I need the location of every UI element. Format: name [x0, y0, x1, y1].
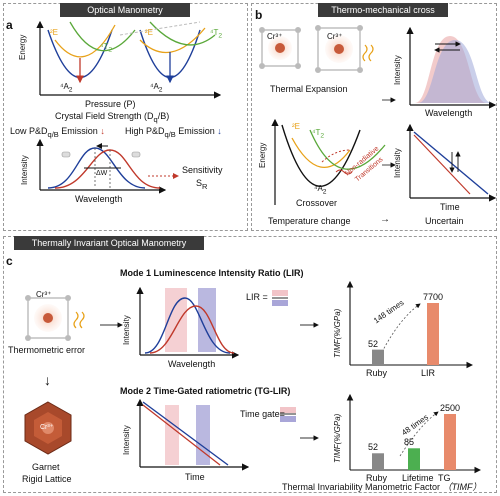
spectrum-mode1: [100, 286, 319, 359]
intensity-a-label: Intensity: [20, 155, 29, 185]
chart-top-bars: [372, 303, 439, 365]
lattice-c: [24, 295, 85, 455]
delta-w-label: ΔW: [96, 170, 108, 177]
state-2e-left: ²E: [50, 28, 58, 37]
footer-label: Thermal Invariability Manometric Factor …: [282, 482, 482, 492]
bar-category-lifetime: Lifetime: [402, 473, 434, 483]
state-4t2-left: ⁴T2: [100, 42, 113, 54]
intensity-b-top: Intensity: [393, 55, 402, 85]
panel-b-label: b: [255, 8, 263, 22]
panel-c-label: c: [6, 254, 13, 268]
thermometric-error-label: Thermometric error: [8, 345, 86, 355]
panel-c-banner: Thermally Invariant Optical Manometry: [14, 236, 204, 250]
mode2-title: Mode 2 Time-Gated ratiometric (TG-LIR): [120, 386, 291, 396]
mode1-wavelength: Wavelength: [168, 359, 216, 369]
mode1-intensity: Intensity: [122, 315, 131, 345]
bar-category-ruby: Ruby: [366, 368, 388, 378]
mode2-time: Time: [185, 472, 205, 482]
state-4t2-b: ⁴T2: [312, 128, 325, 140]
spectrum-b: [406, 26, 497, 109]
cr-garnet: Cr³⁺: [40, 424, 54, 431]
temp-change-label: Temperature change: [268, 216, 351, 226]
wavelength-a-label: Wavelength: [75, 194, 123, 204]
temp-arrow: →: [380, 214, 390, 225]
bar-category-lir: LIR: [421, 368, 436, 378]
sensitivity-label: Sensitivity: [182, 165, 223, 175]
ground-right: ⁴A2: [150, 82, 163, 94]
rigid-lattice-label: Rigid Lattice: [22, 474, 72, 484]
intensity-b-bottom: Intensity: [393, 148, 402, 178]
ground-b: ⁴A2: [314, 184, 327, 196]
pressure-axis-label: Pressure (P): [85, 99, 136, 109]
blue-down-arrow: ↓: [214, 126, 222, 136]
energy-axis-label: Energy: [18, 34, 27, 60]
ground-left: ⁴A2: [60, 82, 73, 94]
bar-value-ruby: 52: [368, 338, 379, 349]
energy-diagram-b: [271, 118, 386, 205]
mode2-intensity: Intensity: [122, 425, 131, 455]
bar-tg: [444, 414, 456, 470]
bar-category-ruby: Ruby: [366, 473, 388, 483]
bar-ruby: [372, 453, 384, 470]
bar-value-ruby: 52: [368, 442, 379, 453]
sr-label: SR: [196, 178, 208, 191]
chart-top-axes: [346, 280, 474, 369]
lir-equation: LIR =: [246, 292, 268, 302]
cfs-label: Crystal Field Strength (Dq/B): [55, 111, 170, 124]
time-b-label: Time: [440, 202, 460, 212]
thermal-expansion-label: Thermal Expansion: [270, 84, 348, 94]
cr-b-left: Cr³⁺: [267, 32, 283, 41]
spectrum-a: [36, 138, 179, 194]
bar-value-tg: 2500: [440, 403, 461, 413]
garnet-label: Garnet: [32, 462, 60, 472]
lattice-icons-b: [259, 25, 396, 103]
cr-c-top: Cr³⁺: [36, 290, 52, 299]
bar-value-lir: 7700: [423, 292, 444, 302]
down-arrow-c: ↓: [44, 372, 51, 388]
bar-value-lifetime: 85: [404, 437, 415, 448]
timf-axis-top: TIMF(%/GPa): [333, 308, 342, 358]
timf-axis-bottom: TIMF(%/GPa): [333, 413, 342, 463]
bar-ruby: [372, 349, 384, 365]
bar-lifetime: [408, 448, 420, 470]
panel-c: [3, 236, 497, 493]
decay-b: [382, 123, 497, 202]
low-emission-label: Low P&Dq/B Emission ↓: [10, 126, 105, 139]
state-2e-b: ²E: [292, 122, 300, 131]
time-gate-label: Time gate=: [240, 409, 285, 419]
high-emission-label: High P&Dq/B Emission ↓: [125, 126, 222, 139]
wavelength-b-top: Wavelength: [425, 108, 473, 118]
mode1-title: Mode 1 Luminescence Intensity Ratio (LIR…: [120, 268, 304, 278]
cr-b-right: Cr³⁺: [327, 32, 343, 41]
panel-a-banner: Optical Manometry: [60, 3, 190, 17]
chart-bottom-bars: [372, 414, 456, 470]
bar-lir: [427, 303, 439, 365]
energy-diagram-a: [36, 20, 222, 99]
red-down-arrow: ↓: [97, 126, 105, 136]
decay-mode2: [136, 398, 319, 471]
uncertain-label: Uncertain: [425, 216, 464, 226]
state-2e-right: ²E: [145, 28, 153, 37]
crossover-label: Crossover: [296, 198, 338, 208]
panel-a-label: a: [6, 18, 13, 32]
energy-b-label: Energy: [258, 142, 267, 168]
panel-b-banner: Thermo-mechanical cross: [318, 3, 448, 17]
state-4t2-right: ⁴T2: [210, 28, 223, 40]
bar-category-tg: TG: [438, 473, 451, 483]
